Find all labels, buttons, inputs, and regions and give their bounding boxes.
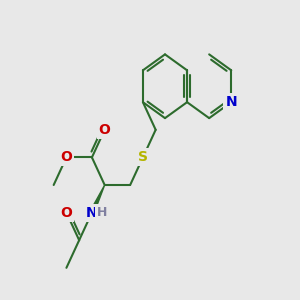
Text: O: O bbox=[99, 123, 111, 137]
Polygon shape bbox=[90, 185, 105, 214]
Text: S: S bbox=[138, 150, 148, 164]
Text: H: H bbox=[97, 206, 108, 219]
Text: N: N bbox=[225, 95, 237, 109]
Text: O: O bbox=[61, 206, 72, 220]
Text: O: O bbox=[61, 150, 72, 164]
Text: N: N bbox=[86, 206, 98, 220]
